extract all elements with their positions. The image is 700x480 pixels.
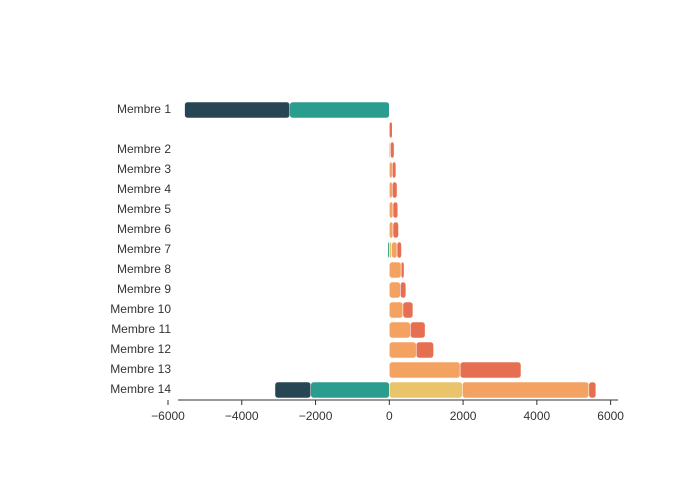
bar-segment	[392, 181, 398, 199]
x-tick-label: 6000	[597, 409, 624, 423]
bar-segment	[389, 361, 461, 379]
y-tick-label: Membre 3	[117, 162, 171, 176]
bar-segment	[402, 301, 414, 319]
bar-segment	[392, 161, 397, 179]
bar-segment	[389, 321, 411, 339]
x-tick-label: −4000	[225, 409, 259, 423]
bar-segment	[396, 241, 402, 259]
bar-segment	[392, 221, 399, 239]
bar-segment	[289, 101, 390, 119]
y-tick-label: Membre 10	[110, 302, 171, 316]
bar-segment	[310, 381, 390, 399]
bar-segment	[588, 381, 597, 399]
x-tick-label: 4000	[524, 409, 551, 423]
x-tick-label: −2000	[299, 409, 333, 423]
y-tick-label: Membre 9	[117, 282, 171, 296]
y-tick-label: Membre 13	[110, 362, 171, 376]
x-tick-label: 0	[386, 409, 393, 423]
y-tick-label: Membre 8	[117, 262, 171, 276]
bar-segment	[389, 221, 394, 239]
bar-segment	[415, 341, 434, 359]
x-tick-label: −6000	[151, 409, 185, 423]
bar-segment	[392, 201, 399, 219]
bar-segment	[389, 381, 463, 399]
bar-segment	[389, 121, 393, 139]
bar-segment	[389, 201, 394, 219]
y-tick-label: Membre 2	[117, 142, 171, 156]
y-tick-label: Membre 5	[117, 202, 171, 216]
bar-segment	[389, 161, 393, 179]
bar-segment	[390, 141, 395, 159]
y-tick-label: Membre 12	[110, 342, 171, 356]
y-tick-label: Membre 4	[117, 182, 171, 196]
bar-segment	[389, 301, 404, 319]
bar-segment	[389, 181, 393, 199]
bar-segment	[400, 261, 405, 279]
bar-segment	[389, 241, 392, 259]
bar-segment	[274, 381, 311, 399]
y-tick-label: Membre 14	[110, 382, 171, 396]
y-tick-label: Membre 11	[111, 322, 171, 336]
bar-segment	[389, 281, 401, 299]
y-tick-label: Membre 6	[117, 222, 171, 236]
bar-segment	[400, 281, 407, 299]
x-tick-label: 2000	[450, 409, 477, 423]
bar-segment	[389, 341, 417, 359]
bar-segment	[459, 361, 522, 379]
bar-segment	[410, 321, 426, 339]
bar-segment	[462, 381, 590, 399]
bar-segment	[184, 101, 290, 119]
y-tick-label: Membre 7	[117, 242, 171, 256]
y-tick-label: Membre 1	[117, 102, 171, 116]
bar-segment	[389, 261, 402, 279]
bar-segment	[391, 241, 398, 259]
